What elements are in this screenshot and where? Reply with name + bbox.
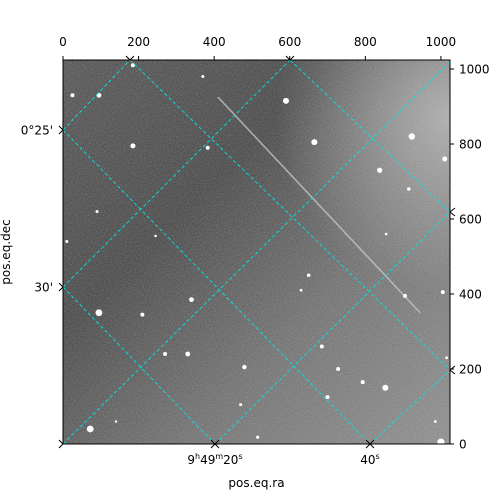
top-tick-label: 200 (127, 35, 150, 49)
ra-tick-label: 40s (360, 452, 379, 467)
right-tick-label: 800 (459, 138, 482, 152)
star (185, 351, 191, 357)
right-tick-label: 1000 (459, 63, 490, 77)
grid-line (214, 211, 450, 444)
star (163, 352, 168, 356)
star (86, 425, 94, 433)
ra-label-part: s (238, 452, 242, 461)
top-pixel-axis: 0 200 400 600 800 1000 (59, 35, 457, 61)
ra-label-part: m (215, 452, 223, 461)
ra-label-part: 9 (187, 453, 195, 467)
star (130, 143, 136, 149)
dec-tick (58, 282, 64, 292)
grid-line (369, 369, 450, 444)
star (242, 364, 247, 370)
star (382, 384, 389, 391)
star (70, 93, 75, 98)
star (154, 234, 157, 238)
ra-tick-label: 9h49m20s (187, 452, 242, 467)
right-tick-label: 400 (459, 288, 482, 302)
sky-noise (63, 60, 450, 444)
right-tick-label: 200 (459, 363, 482, 377)
top-tick-label: 800 (354, 35, 377, 49)
grid-edge-tick (449, 365, 456, 375)
dec-tick-label: 0°25' (21, 124, 53, 138)
left-dec-axis: 0°25' 30' (21, 124, 64, 449)
star (408, 133, 416, 140)
star (189, 297, 194, 303)
plot-frame (62, 59, 451, 445)
star (437, 438, 445, 444)
grid-edge-tick (125, 55, 135, 61)
ra-label-part: h (195, 452, 200, 461)
dec-tick (58, 125, 64, 135)
grid-line (289, 60, 450, 213)
star (140, 312, 145, 317)
right-tick-label: 0 (459, 438, 467, 452)
grid-line (63, 286, 216, 444)
star (256, 435, 260, 439)
star (95, 210, 99, 213)
star (336, 367, 341, 371)
top-tick-label: 600 (278, 35, 301, 49)
star (360, 380, 365, 385)
star (239, 403, 243, 407)
grid-edge-tick (449, 207, 456, 217)
x-axis-title: pos.eq.ra (228, 476, 284, 490)
top-tick-label: 400 (203, 35, 226, 49)
dec-tick (58, 439, 64, 449)
star (201, 75, 205, 78)
bottom-ra-axis: 9h49m20s 40s (187, 439, 380, 467)
star (407, 187, 411, 191)
dec-tick-label: 30' (34, 281, 53, 295)
star (445, 356, 448, 360)
star (130, 63, 135, 68)
right-tick-label: 600 (459, 213, 482, 227)
coordinate-grid (63, 60, 450, 444)
star (442, 156, 448, 162)
stars-layer (65, 63, 448, 444)
grid-line (63, 61, 450, 444)
ra-tick (365, 439, 375, 449)
star (377, 167, 383, 173)
star (440, 290, 445, 295)
star (403, 293, 408, 298)
star (319, 344, 324, 349)
right-pixel-axis: 0 200 400 600 800 1000 (449, 63, 490, 452)
star (311, 139, 318, 146)
star (306, 273, 311, 278)
star (65, 240, 69, 243)
satellite-streak (217, 96, 421, 314)
grid-edge-tick (285, 55, 295, 61)
top-tick-label: 1000 (426, 35, 457, 49)
star (95, 309, 103, 317)
star (384, 232, 388, 236)
y-axis-title: pos.eq.dec (0, 219, 13, 284)
plot-area (63, 60, 450, 444)
grid-line (129, 60, 450, 371)
ra-tick (210, 439, 220, 449)
ra-label-part: s (376, 452, 380, 461)
ra-label-part: 49 (200, 453, 215, 467)
star (282, 97, 289, 104)
ra-label-part: 40 (360, 453, 375, 467)
star (205, 145, 210, 150)
star (325, 395, 330, 400)
star (433, 420, 437, 423)
ra-label-part: 20 (223, 453, 238, 467)
star (96, 92, 102, 98)
top-tick-label: 0 (59, 35, 67, 49)
grid-line (63, 129, 371, 444)
grid-line (63, 60, 131, 131)
star (299, 288, 303, 292)
star (114, 420, 118, 423)
